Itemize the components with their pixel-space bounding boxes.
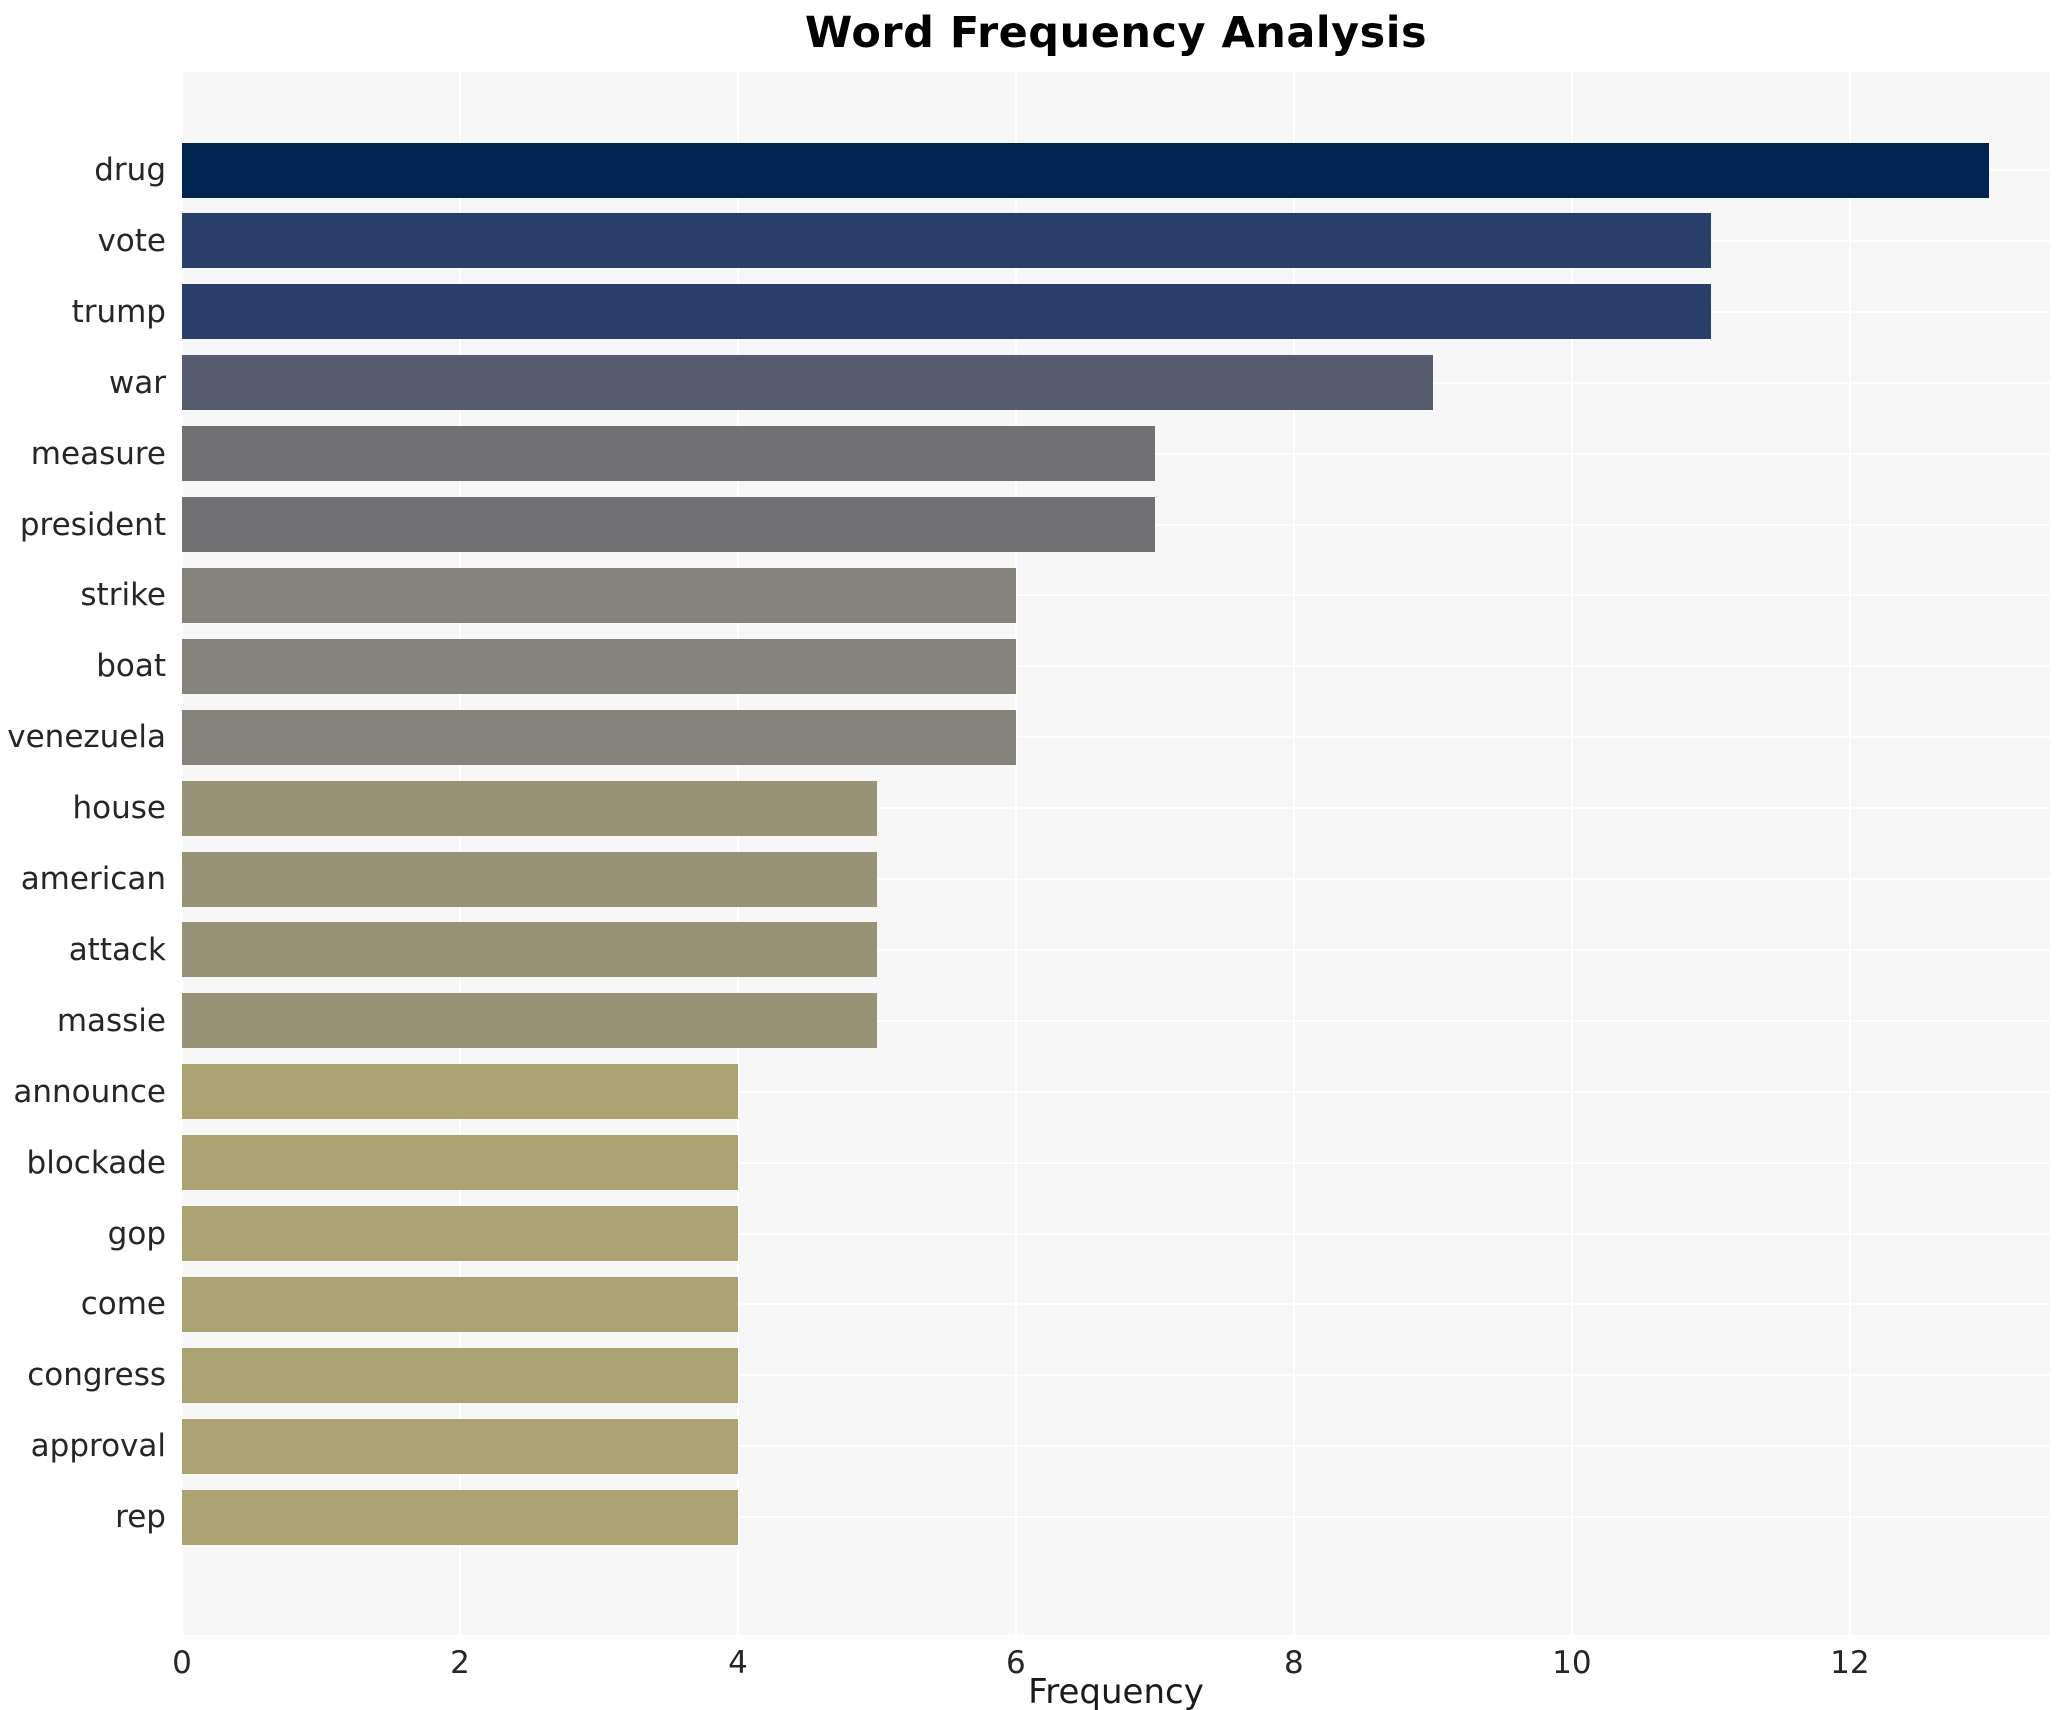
bar-blockade — [182, 1135, 738, 1191]
y-label-rep: rep — [115, 1499, 166, 1536]
vertical-gridline-12 — [1848, 72, 1851, 1635]
y-label-massie: massie — [56, 1002, 166, 1039]
y-label-measure: measure — [30, 435, 166, 472]
y-label-boat: boat — [96, 648, 166, 685]
bar-boat — [182, 638, 1016, 694]
bar-measure — [182, 426, 1155, 482]
vertical-gridline-6 — [1014, 72, 1017, 1635]
horizontal-gridline-rep — [182, 1516, 2050, 1519]
y-label-president: president — [19, 506, 166, 543]
x-tick-label-6: 6 — [1006, 1645, 1026, 1681]
x-axis-ticks: 0 2 4 6 8 10 12 — [172, 1645, 2050, 1685]
bar-vote — [182, 213, 1711, 269]
horizontal-gridline-strike — [182, 594, 2050, 597]
y-label-strike: strike — [80, 577, 166, 614]
vertical-gridline-8 — [1292, 72, 1295, 1635]
bar-massie — [182, 993, 877, 1049]
x-tick-label-10: 10 — [1552, 1645, 1592, 1681]
bar-come — [182, 1276, 738, 1332]
bar-trump — [182, 284, 1711, 340]
bar-venezuela — [182, 709, 1016, 765]
horizontal-gridline-attack — [182, 948, 2050, 951]
bar-congress — [182, 1347, 738, 1403]
y-label-venezuela: venezuela — [7, 719, 166, 756]
horizontal-gridline-gop — [182, 1232, 2050, 1235]
bar-attack — [182, 922, 877, 978]
bar-drug — [182, 142, 1989, 198]
y-label-drug: drug — [94, 152, 166, 188]
y-label-american: american — [20, 861, 166, 897]
x-tick-label-8: 8 — [1284, 1645, 1304, 1681]
x-tick-label-0: 0 — [172, 1645, 192, 1681]
bar-rep — [182, 1489, 738, 1545]
horizontal-gridline-congress — [182, 1374, 2050, 1377]
y-label-house: house — [72, 790, 166, 827]
horizontal-gridline-house — [182, 807, 2050, 810]
y-label-gop: gop — [107, 1215, 166, 1252]
y-label-trump: trump — [71, 293, 166, 330]
y-label-war: war — [108, 364, 166, 401]
horizontal-gridline-venezuela — [182, 736, 2050, 739]
x-tick-label-12: 12 — [1830, 1645, 1870, 1681]
bar-announce — [182, 1064, 738, 1120]
x-axis-title: Frequency — [1028, 1672, 1204, 1710]
y-axis-labels: drug vote trump war measure president strike bo… — [0, 0, 166, 1710]
y-label-come: come — [80, 1286, 166, 1323]
bar-american — [182, 851, 877, 907]
bar-president — [182, 497, 1155, 552]
bar-approval — [182, 1418, 738, 1474]
horizontal-gridline-announce — [182, 1090, 2050, 1093]
x-tick-label-4: 4 — [728, 1645, 748, 1681]
y-label-attack: attack — [68, 931, 166, 968]
vertical-gridline-10 — [1570, 72, 1573, 1635]
y-label-blockade: blockade — [26, 1144, 166, 1181]
bar-house — [182, 780, 877, 836]
horizontal-gridline-massie — [182, 1019, 2050, 1022]
bar-strike — [182, 567, 1016, 623]
bar-gop — [182, 1206, 738, 1261]
horizontal-gridline-american — [182, 878, 2050, 880]
horizontal-gridline-come — [182, 1303, 2050, 1306]
chart-title: Word Frequency Analysis — [804, 8, 1428, 58]
y-label-approval: approval — [30, 1428, 166, 1465]
horizontal-gridline-boat — [182, 665, 2050, 668]
bar-war — [182, 355, 1433, 411]
horizontal-gridline-approval — [182, 1445, 2050, 1448]
y-label-announce: announce — [13, 1073, 166, 1110]
x-tick-label-2: 2 — [450, 1645, 470, 1681]
plot-area — [182, 72, 2050, 1635]
horizontal-gridline-blockade — [182, 1161, 2050, 1164]
y-label-congress: congress — [27, 1357, 166, 1394]
y-label-vote: vote — [97, 222, 166, 259]
